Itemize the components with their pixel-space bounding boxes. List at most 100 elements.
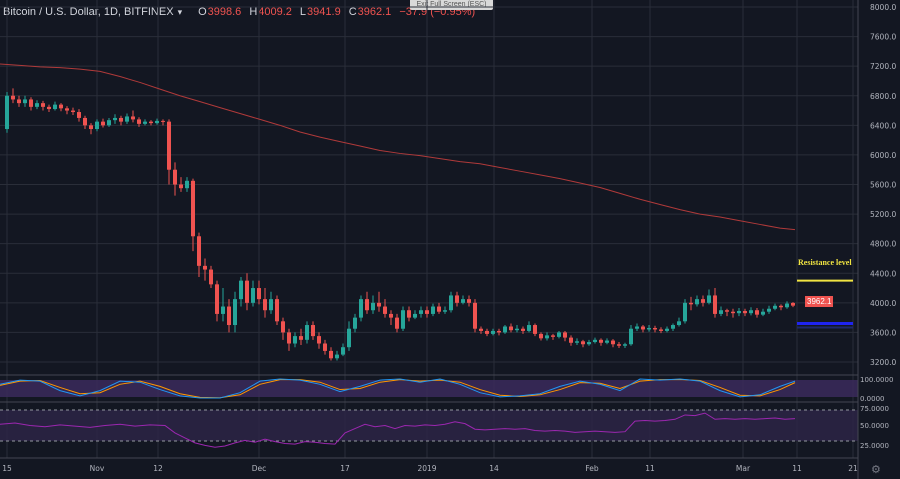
candle-body [647,327,651,330]
candle-body [23,99,27,104]
close-key: C [348,6,357,18]
candle-body [755,310,759,315]
candle-body [479,328,483,331]
candle-body [473,302,477,329]
time-tick-label: Nov [90,464,105,473]
candle-body [761,311,765,315]
candle-body [719,310,723,314]
candle-body [113,117,117,121]
candle-body [599,339,603,343]
candle-body [179,184,183,189]
exit-fullscreen-button[interactable]: Exit Full Screen (ESC) [410,0,493,10]
candle-body [77,112,81,118]
time-tick-label: 15 [2,464,12,473]
price-tick-label: 4400.0 [870,269,896,278]
candle-body [785,303,789,308]
candle-body [713,295,717,314]
candle-body [629,328,633,345]
time-tick-label: 21 [848,464,858,473]
candle-body [737,310,741,314]
candle-body [683,302,687,322]
candle-body [593,339,597,343]
open-key: O [198,6,207,18]
candle-body [437,306,441,312]
time-axis: 15 Nov 12 Dec 17 2019 14 Feb 11 Mar 11 21 [2,464,858,473]
candle-body [563,332,567,338]
candle-body [125,116,129,122]
candle-body [521,328,525,331]
candle-body [395,317,399,329]
symbol-header: Bitcoin / U.S. Dollar, 1D, BITFINEX ▾ O3… [3,6,479,18]
candle-body [35,103,39,107]
candle-body [269,299,273,311]
candle-body [161,120,165,122]
candle-body [749,310,753,314]
candle-body [173,169,177,185]
symbol-title[interactable]: Bitcoin / U.S. Dollar, 1D, BITFINEX [3,6,174,18]
candle-body [677,321,681,326]
last-price-tag: 3962.1 [805,296,834,307]
candle-body [293,336,297,344]
price-axis: 8000.0 7600.0 7200.0 6800.0 6400.0 6000.0 5600… [860,3,896,450]
price-tick-label: 3200.0 [870,358,896,367]
candle-body [773,305,777,309]
candle-body [365,299,369,311]
candle-body [611,340,615,345]
stoch-tick-label: 100.0000 [860,376,893,384]
candle-body [551,335,555,337]
candle-body [221,306,225,314]
candle-body [335,354,339,359]
candle-body [509,326,513,331]
stoch-k-line [0,378,796,399]
candle-body [155,120,159,124]
candle-body [389,313,393,318]
candle-body [383,306,387,314]
candle-body [587,342,591,345]
stoch-rsi-indicator [0,378,796,399]
stoch-tick-label: 0.0000 [860,395,885,403]
candle-body [197,236,201,266]
candle-body [11,95,15,100]
price-tick-label: 6000.0 [870,151,896,160]
candle-body [251,288,255,303]
candle-body [41,103,45,107]
candle-body [305,325,309,340]
chevron-down-icon[interactable]: ▾ [177,6,183,17]
candle-body [515,328,519,331]
candle-body [635,326,639,329]
candle-body [287,332,291,344]
price-tick-label: 6800.0 [870,92,896,101]
candle-body [581,341,585,345]
ma-200-line [0,63,796,231]
candle-body [779,305,783,308]
candle-body [605,340,609,343]
candle-body [407,310,411,318]
candle-body [65,108,69,111]
candle-body [731,311,735,314]
time-tick-label: Feb [585,464,599,473]
price-tick-label: 5600.0 [870,181,896,190]
candle-body [695,299,699,305]
candle-body [59,104,63,109]
grid-lines [0,0,858,458]
candle-body [467,299,471,303]
candle-body [617,344,621,346]
high-key: H [249,6,258,18]
candle-body [131,116,135,120]
time-tick-label: 17 [340,464,350,473]
price-tick-label: 7200.0 [870,62,896,71]
gear-icon[interactable]: ⚙ [871,464,881,476]
low-key: L [299,6,307,18]
indicator-panes [0,0,859,479]
candle-body [701,299,705,303]
close-value: C3962.1 [348,6,392,18]
candle-body [533,325,537,334]
candle-body [143,121,147,124]
candle-body [245,280,249,303]
candle-body [347,328,351,348]
stoch-band [0,380,858,397]
time-tick-label: Mar [736,464,751,473]
rsi-tick-label: 50.0000 [860,422,889,430]
candle-body [767,308,771,312]
